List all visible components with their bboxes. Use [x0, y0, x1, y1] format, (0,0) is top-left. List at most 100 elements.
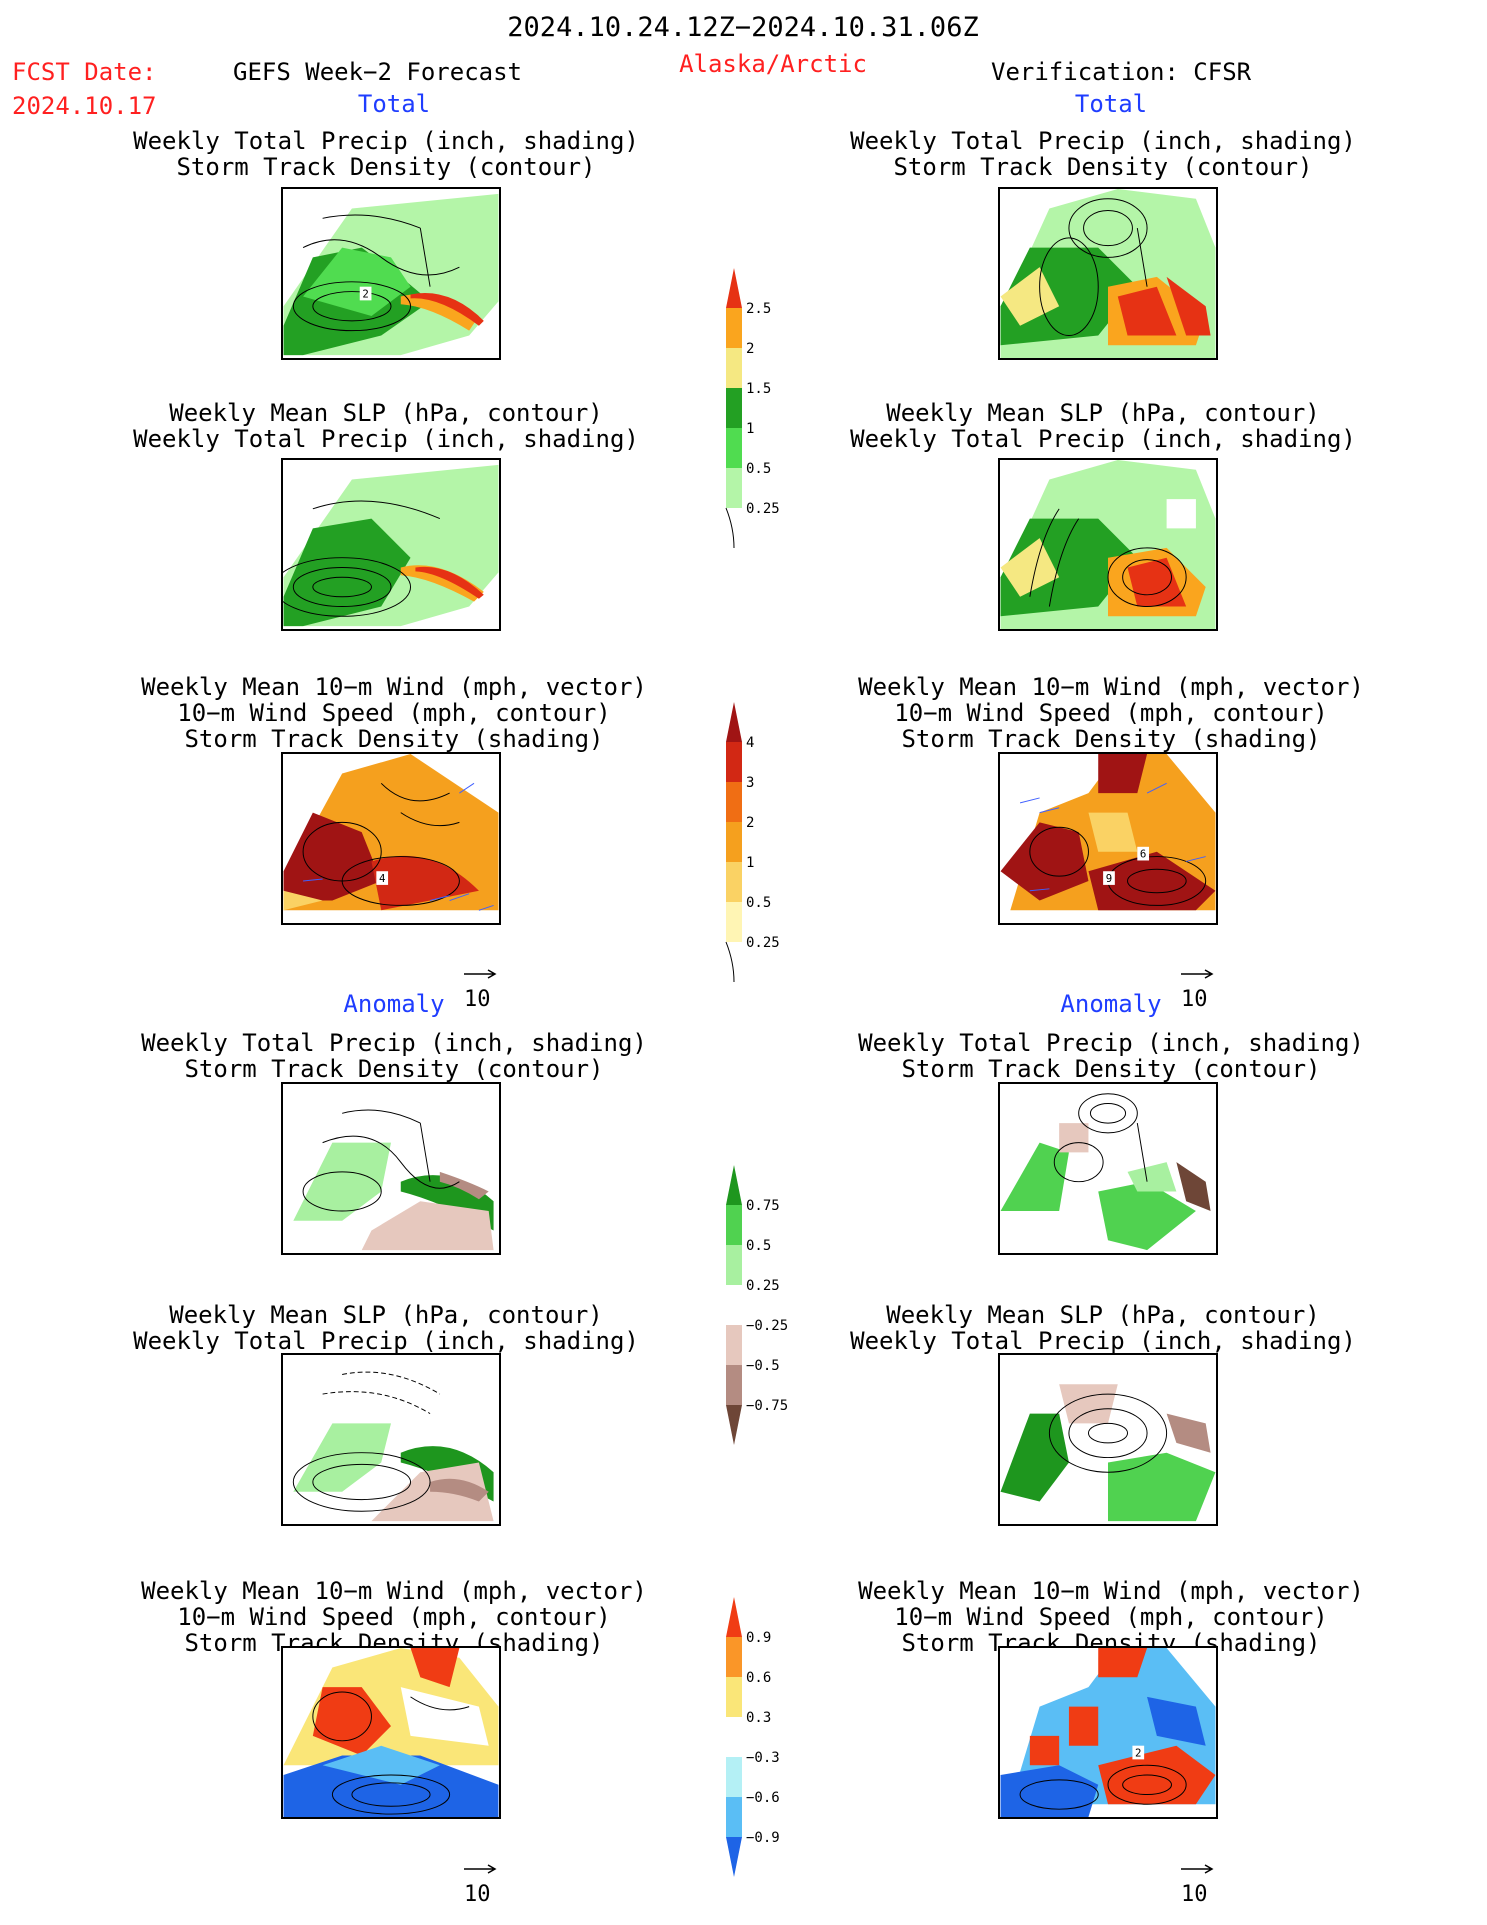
- colorbar-cap-top: [726, 268, 742, 308]
- arrow-right-icon: [1181, 969, 1214, 979]
- map-fcst-anom-wind: [281, 1646, 501, 1819]
- panel-title-cfsr-anom-wind: Weekly Mean 10−m Wind (mph, vector) 10−m …: [858, 1577, 1364, 1657]
- verification-label: Verification: CFSR: [991, 58, 1252, 86]
- colorbar-swatch: [726, 1837, 742, 1877]
- colorbar-total-storm-track: 0.25 0.5 1 2 3 4: [718, 702, 808, 986]
- map-cfsr-total-wind: 6 9: [998, 752, 1218, 925]
- colorbar-swatch: [726, 822, 742, 862]
- colorbar-tick-label: −0.3: [746, 1750, 780, 1766]
- panel-title-fcst-total-wind: Weekly Mean 10−m Wind (mph, vector) 10−m …: [141, 673, 647, 753]
- section-total-right: Total: [1074, 90, 1148, 118]
- colorbar-swatch: [726, 1677, 742, 1717]
- map-cfsr-total-precip: [998, 187, 1218, 360]
- map-cfsr-total-slp: [998, 458, 1218, 631]
- colorbar-tail: [725, 941, 735, 983]
- panel-title-cfsr-anom-precip: Weekly Total Precip (inch, shading) Storm…: [858, 1029, 1364, 1083]
- colorbar-tick-label: 0.5: [746, 461, 771, 477]
- colorbar-tick-label: 3: [746, 775, 754, 791]
- arrow-right-icon: [464, 969, 497, 979]
- colorbar-swatch: [726, 1597, 742, 1637]
- panel-title-cfsr-anom-slp: Weekly Mean SLP (hPa, contour) Weekly Tot…: [850, 1301, 1356, 1355]
- map-cfsr-anom-slp: [998, 1353, 1218, 1526]
- map-cfsr-anom-precip: [998, 1082, 1218, 1255]
- vector-ref-cfsr-total: 10: [1181, 960, 1215, 1012]
- colorbar-tick-label: −0.9: [746, 1830, 780, 1846]
- colorbar-swatch: [726, 1637, 742, 1677]
- colorbar-tick-label: −0.6: [746, 1790, 780, 1806]
- panel-title-cfsr-total-precip: Weekly Total Precip (inch, shading) Storm…: [850, 127, 1356, 181]
- svg-text:2: 2: [1135, 1746, 1141, 1759]
- colorbar-tick-label: 2.5: [746, 301, 771, 317]
- map-cfsr-anom-wind: 2: [998, 1646, 1218, 1819]
- svg-text:6: 6: [1140, 848, 1146, 861]
- map-fcst-anom-slp: [281, 1353, 501, 1526]
- colorbar-swatch: [726, 1717, 742, 1757]
- region-label: Alaska/Arctic: [679, 50, 867, 78]
- colorbar-anomaly-precip: 0.75 0.5 0.25 −0.25 −0.5 −0.75: [718, 1165, 808, 1449]
- colorbar-total-precip: 0.25 0.5 1 1.5 2 2.5: [718, 268, 808, 552]
- colorbar-tick-label: 0.9: [746, 1630, 771, 1646]
- colorbar-tick-label: 1: [746, 855, 754, 871]
- colorbar-tick-label: −0.75: [746, 1398, 788, 1414]
- colorbar-swatch: [726, 428, 742, 468]
- svg-text:2: 2: [362, 287, 368, 300]
- map-fcst-total-slp: [281, 458, 501, 631]
- arrow-right-icon: [1181, 1864, 1214, 1874]
- fcst-date-value: 2024.10.17: [12, 92, 157, 120]
- colorbar-tick-label: 0.25: [746, 501, 780, 517]
- map-fcst-anom-precip: [281, 1082, 501, 1255]
- colorbar-swatch: [726, 1285, 742, 1325]
- colorbar-swatch: [726, 1757, 742, 1797]
- map-fcst-total-wind: 4: [281, 752, 501, 925]
- colorbar-swatch: [726, 1205, 742, 1245]
- colorbar-tick-label: 0.5: [746, 1238, 771, 1254]
- colorbar-swatch: [726, 782, 742, 822]
- colorbar-swatch: [726, 742, 742, 782]
- colorbar-swatch: [726, 902, 742, 942]
- forecast-title: GEFS Week−2 Forecast: [233, 58, 522, 86]
- panel-title-fcst-total-precip: Weekly Total Precip (inch, shading) Storm…: [133, 127, 639, 181]
- colorbar-swatch: [726, 1405, 742, 1445]
- colorbar-tick-label: 0.3: [746, 1710, 771, 1726]
- svg-text:4: 4: [379, 872, 385, 885]
- colorbar-tick-label: 1.5: [746, 381, 771, 397]
- colorbar-swatch: [726, 1165, 742, 1205]
- vector-ref-fcst-total: 10: [464, 960, 498, 1012]
- colorbar-tick-label: 0.75: [746, 1198, 780, 1214]
- panel-title-fcst-anom-slp: Weekly Mean SLP (hPa, contour) Weekly Tot…: [133, 1301, 639, 1355]
- colorbar-tail: [725, 507, 735, 549]
- colorbar-tick-label: −0.25: [746, 1318, 788, 1334]
- colorbar-swatch: [726, 468, 742, 508]
- colorbar-anomaly-storm-track: 0.9 0.6 0.3 −0.3 −0.6 −0.9: [718, 1597, 808, 1881]
- colorbar-tick-label: 4: [746, 735, 754, 751]
- colorbar-swatch: [726, 1245, 742, 1285]
- colorbar-tick-label: 0.25: [746, 1278, 780, 1294]
- vector-ref-cfsr-anom: 10: [1181, 1855, 1215, 1907]
- map-fcst-total-precip: 2: [281, 187, 501, 360]
- panel-title-cfsr-total-slp: Weekly Mean SLP (hPa, contour) Weekly Tot…: [850, 399, 1356, 453]
- svg-text:9: 9: [1106, 872, 1112, 885]
- panel-title-fcst-total-slp: Weekly Mean SLP (hPa, contour) Weekly Tot…: [133, 399, 639, 453]
- colorbar-tick-label: 1: [746, 421, 754, 437]
- colorbar-tick-label: 0.25: [746, 935, 780, 951]
- colorbar-tick-label: −0.5: [746, 1358, 780, 1374]
- colorbar-swatch: [726, 388, 742, 428]
- fcst-date-label: FCST Date:: [12, 58, 157, 86]
- colorbar-tick-label: 0.6: [746, 1670, 771, 1686]
- date-range-title: 2024.10.24.12Z−2024.10.31.06Z: [507, 12, 979, 43]
- section-anomaly-left: Anomaly: [343, 990, 445, 1018]
- colorbar-swatch: [726, 1797, 742, 1837]
- colorbar-tick-label: 0.5: [746, 895, 771, 911]
- colorbar-tick-label: 2: [746, 815, 754, 831]
- colorbar-swatch: [726, 1325, 742, 1365]
- colorbar-tick-label: 2: [746, 341, 754, 357]
- panel-title-cfsr-total-wind: Weekly Mean 10−m Wind (mph, vector) 10−m …: [858, 673, 1364, 753]
- colorbar-swatch: [726, 862, 742, 902]
- colorbar-cap-top: [726, 702, 742, 742]
- panel-title-fcst-anom-wind: Weekly Mean 10−m Wind (mph, vector) 10−m …: [141, 1577, 647, 1657]
- panel-title-fcst-anom-precip: Weekly Total Precip (inch, shading) Storm…: [141, 1029, 647, 1083]
- vector-ref-fcst-anom: 10: [464, 1855, 498, 1907]
- arrow-right-icon: [464, 1864, 497, 1874]
- colorbar-swatch: [726, 1365, 742, 1405]
- section-anomaly-right: Anomaly: [1060, 990, 1162, 1018]
